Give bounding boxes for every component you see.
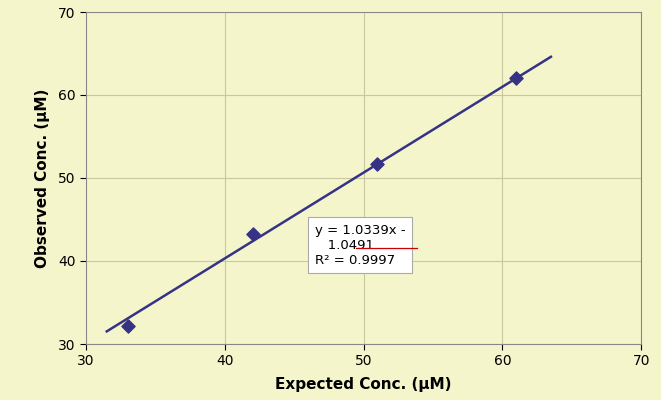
Point <box>247 231 258 238</box>
Text: y = 1.0339x -
   1.0491
R² = 0.9997: y = 1.0339x - 1.0491 R² = 0.9997 <box>315 224 406 267</box>
X-axis label: Expected Conc. (μM): Expected Conc. (μM) <box>275 377 452 392</box>
Point <box>372 161 383 167</box>
Point <box>511 75 522 82</box>
Point <box>122 322 133 329</box>
Y-axis label: Observed Conc. (μM): Observed Conc. (μM) <box>34 88 50 268</box>
